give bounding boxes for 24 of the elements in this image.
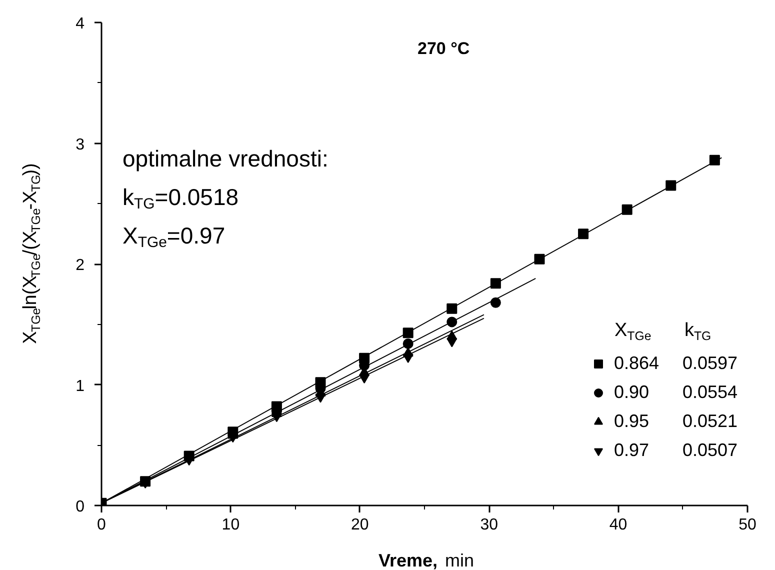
annotation: optimalne vrednosti:	[122, 146, 328, 172]
y-tick-label: 0	[76, 498, 85, 516]
x-tick-label: 20	[351, 516, 369, 534]
annotation: 0.0521	[682, 411, 738, 431]
annotation: 0.0554	[682, 382, 738, 402]
y-tick-label: 1	[76, 378, 85, 395]
x-tick-label: 0	[97, 516, 106, 534]
y-tick-label: 4	[76, 16, 85, 32]
legend-label: 0.97	[614, 439, 650, 462]
x-axis-title: Vreme, min	[378, 550, 474, 570]
text: XTGeln(XTGe/(XTGe-XTG))	[20, 163, 44, 344]
legend-label: 0.90	[614, 381, 650, 404]
x-tick-label: 40	[609, 516, 628, 534]
legend-label: 0.864	[614, 352, 660, 375]
x-tick-label: 10	[222, 516, 240, 534]
y-tick-label: 2	[76, 257, 85, 274]
legend-label: 0.95	[614, 410, 650, 433]
y-tick-label: 3	[76, 136, 85, 154]
annotation: 0.0597	[682, 353, 738, 373]
annotation: 0.0507	[682, 440, 738, 460]
text: 270 °C	[418, 39, 470, 58]
x-tick-label: 30	[480, 516, 498, 534]
x-tick-label: 50	[738, 516, 756, 534]
text: =0.97	[166, 222, 226, 248]
